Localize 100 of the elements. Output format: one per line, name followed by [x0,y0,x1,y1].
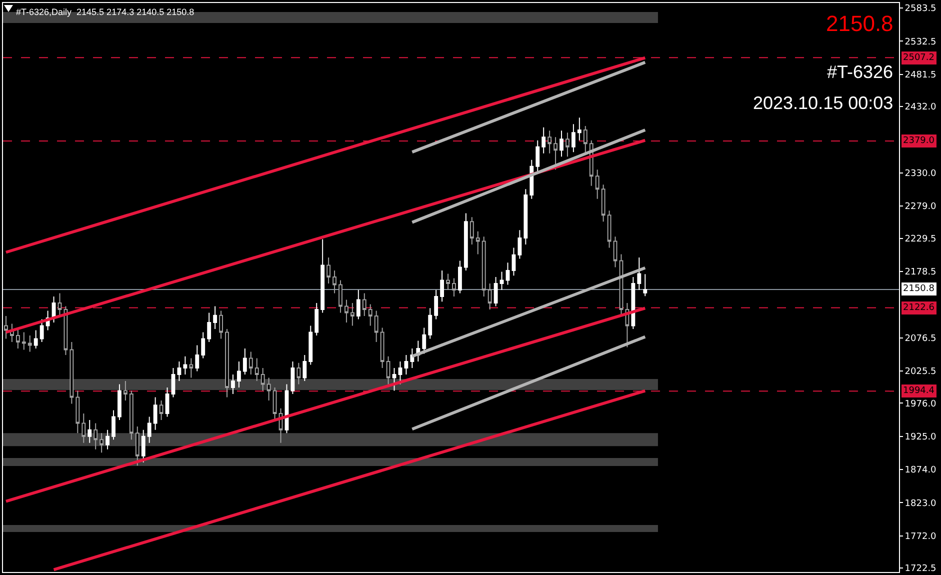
candlestick [613,236,618,268]
candlestick [242,348,247,376]
candlestick [571,124,576,153]
candlestick [350,302,354,326]
candlestick [112,410,116,440]
ref-line-label: 2379.0 [903,136,935,146]
candlestick [488,282,492,310]
candlestick [392,368,396,392]
candlestick [458,260,462,294]
candlestick [248,351,253,376]
y-tick-label: 2229.5 [904,234,936,244]
candlestick [76,390,80,434]
y-tick-label: 1874.0 [904,466,937,476]
candlestick [524,188,528,245]
candlestick [536,140,540,174]
candlestick [410,348,414,369]
candlestick [332,270,336,294]
candlestick [362,292,366,316]
y-tick-label: 2330.0 [904,169,937,180]
candlestick [82,413,86,444]
candlestick [266,377,271,402]
candlestick [100,432,104,454]
ref-line-label: 1994.4 [903,386,935,396]
y-tick-label: 2532.5 [904,37,936,48]
candlestick [518,230,522,260]
candlestick [219,310,223,340]
candlestick [260,368,265,392]
candlestick [213,306,218,330]
candlestick [141,429,146,463]
annotation: #T-6326 [827,62,894,82]
candlestick [207,312,212,343]
candlestick [368,304,372,326]
candlestick [195,344,200,372]
y-tick-label: 2481.5 [904,70,936,80]
candlestick [356,289,360,320]
candlestick [189,358,194,378]
candlestick [560,130,564,158]
candlestick [225,328,229,398]
y-tick-label: 1823.0 [904,498,937,509]
candlestick [171,368,176,398]
candlestick [296,362,301,385]
ref-line-label: 2122.6 [903,303,935,313]
candlestick [583,126,588,154]
candlestick [326,256,331,284]
candlestick [320,238,325,314]
candlestick [554,136,558,170]
candlestick [440,270,444,302]
candlestick [118,384,122,421]
candlestick [566,132,570,158]
candlestick [338,280,342,314]
candlestick [123,380,128,402]
y-tick-label: 1772.0 [904,532,937,542]
candlestick [201,332,206,359]
candlestick [106,429,110,450]
candlestick [177,361,182,382]
candlestick [88,420,92,444]
candlestick [159,400,164,421]
candlestick [398,361,402,385]
candlestick [494,276,498,307]
candlestick [308,325,313,366]
candlestick [595,169,600,200]
candlestick [231,374,235,395]
candlestick [548,130,552,154]
candlestick [637,256,642,290]
y-tick-label: 2025.5 [904,367,936,378]
annotation: #T-6326,Daily 2145.5 2174.3 2140.5 2150.8 [16,7,194,17]
candlestick [470,216,474,245]
candlestick [631,276,636,330]
candlestick [22,332,26,350]
candlestick [404,354,408,376]
candlestick [380,327,384,369]
candlestick [314,302,319,336]
candlestick [500,271,504,290]
candlestick [236,361,241,388]
candlestick [607,210,612,248]
candlestick [28,335,32,352]
y-tick-label: 2076.5 [904,334,936,344]
candlestick [446,273,450,290]
candlestick [374,310,378,343]
candlestick [70,342,74,404]
candlestick [272,387,277,421]
y-tick-label: 2432.0 [904,102,937,113]
candlestick [40,318,44,343]
candlestick [542,126,546,154]
candlestick [147,416,152,444]
candlestick [94,422,98,450]
candlestick [512,247,516,276]
y-tick-label: 1976.0 [904,399,937,410]
candlestick [506,262,510,286]
candlestick [290,361,295,395]
candlestick [434,289,438,320]
candlestick [135,426,140,466]
y-tick-label: 2279.0 [904,202,937,212]
candlestick [643,274,648,297]
candlestick [16,327,20,350]
candlestick [4,315,8,340]
candlestick [386,356,390,385]
candlestick [428,308,432,340]
y-tick-label: 1925.0 [904,432,937,442]
candlestick [129,390,134,440]
